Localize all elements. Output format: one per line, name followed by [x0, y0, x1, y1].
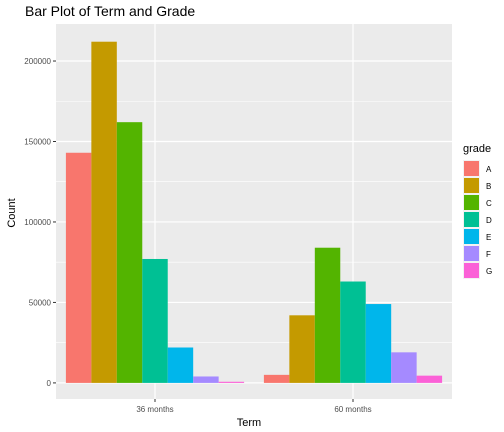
y-tick-label: 200000 — [24, 57, 51, 66]
y-tick-label: 150000 — [24, 137, 51, 146]
legend-swatch-c — [464, 195, 479, 210]
y-axis: 0 50000 100000 150000 200000 — [24, 57, 56, 388]
bar-g-0 — [219, 382, 244, 383]
bar-c-1 — [315, 248, 340, 383]
legend-swatch-f — [464, 246, 479, 261]
legend-label-e: E — [486, 233, 491, 242]
x-tick-label: 36 months — [136, 405, 173, 414]
y-axis-label: Count — [6, 198, 18, 227]
x-axis: 36 months 60 months — [136, 399, 371, 414]
bar-c-0 — [117, 122, 142, 383]
bar-f-1 — [391, 352, 416, 383]
x-tick-label: 60 months — [334, 405, 371, 414]
chart-title: Bar Plot of Term and Grade — [25, 3, 195, 19]
y-tick-label: 50000 — [29, 298, 52, 307]
bar-b-0 — [91, 42, 116, 383]
legend-swatch-g — [464, 263, 479, 278]
bar-b-1 — [289, 315, 314, 383]
legend-swatch-e — [464, 229, 479, 244]
bar-a-0 — [66, 153, 91, 383]
legend-swatch-a — [464, 161, 479, 176]
legend-label-a: A — [486, 165, 492, 174]
legend-title: grade — [463, 143, 491, 155]
bar-e-0 — [168, 347, 193, 382]
legend-swatch-d — [464, 212, 479, 227]
bar-d-0 — [142, 259, 167, 383]
bar-a-1 — [264, 375, 289, 383]
legend-label-d: D — [486, 216, 492, 225]
bar-g-1 — [417, 376, 442, 383]
legend-label-b: B — [486, 182, 491, 191]
bar-f-0 — [193, 376, 218, 382]
bar-e-1 — [366, 304, 391, 383]
x-axis-label: Term — [237, 417, 261, 429]
bar-d-1 — [340, 282, 365, 383]
legend-label-c: C — [486, 199, 492, 208]
legend-swatch-b — [464, 178, 479, 193]
y-tick-label: 0 — [47, 379, 52, 388]
legend-label-f: F — [486, 250, 491, 259]
legend-label-g: G — [486, 267, 492, 276]
y-tick-label: 100000 — [24, 218, 51, 227]
